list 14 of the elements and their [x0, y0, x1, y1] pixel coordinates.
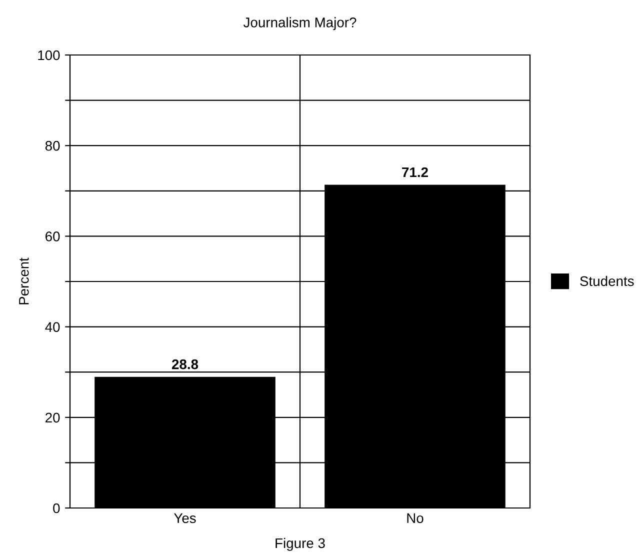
- y-tick-label: 20: [46, 412, 60, 423]
- chart-title: Journalism Major?: [243, 17, 356, 30]
- y-tick-label: 60: [46, 232, 60, 242]
- y-tick-label: 80: [45, 140, 60, 151]
- legend-label: Students: [580, 276, 634, 286]
- y-tick-label: 40: [45, 322, 60, 332]
- y-tick-label: 0: [53, 503, 60, 514]
- data-label: 28.8: [172, 359, 198, 370]
- y-axis-title: Percent: [19, 258, 29, 304]
- x-tick-label: Yes: [174, 513, 196, 524]
- caption: Figure 3: [276, 538, 325, 551]
- x-tick-label: No: [407, 513, 424, 524]
- y-tick-label: 100: [38, 50, 60, 60]
- data-label: 71.2: [402, 167, 428, 178]
